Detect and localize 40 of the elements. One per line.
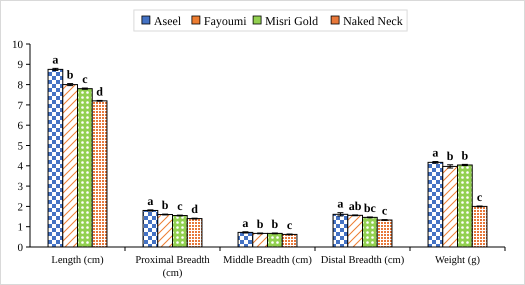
data-label: d	[96, 84, 104, 98]
data-label: c	[476, 190, 483, 204]
data-label: c	[82, 72, 88, 86]
data-label: c	[286, 218, 293, 232]
legend-label: Misri Gold	[265, 14, 318, 28]
y-tick-label: 6	[18, 120, 24, 132]
y-tick-label: 5	[18, 140, 24, 152]
data-label: a	[52, 52, 58, 66]
y-tick-label: 1	[18, 222, 23, 234]
y-tick-label: 3	[18, 180, 24, 193]
x-tick-label: Proximal Breadth (cm)	[135, 255, 210, 279]
y-tick-label: 8	[18, 79, 24, 92]
y-tick-label: 2	[18, 201, 23, 214]
y-tick-label: 9	[18, 59, 24, 72]
data-label: b	[256, 216, 264, 231]
data-label: b	[162, 198, 169, 212]
data-label: bc	[364, 200, 377, 215]
y-tick-label: 10	[12, 38, 24, 51]
data-label: a	[242, 216, 248, 230]
x-tick-label: Weight (g)	[435, 255, 480, 266]
data-label: ab	[348, 198, 362, 213]
x-tick-label: Middle Breadth (cm)	[223, 255, 312, 266]
x-tick-label: Distal Breadth (cm)	[320, 255, 405, 266]
legend-label: Naked Neck	[343, 14, 403, 28]
data-label: b	[462, 148, 469, 162]
y-tick-label: 0	[18, 242, 24, 254]
data-label: a	[432, 146, 438, 160]
data-label: a	[147, 194, 154, 208]
y-tick-label: 7	[18, 100, 24, 112]
data-label: d	[191, 202, 198, 216]
data-label: c	[177, 199, 184, 214]
data-label: b	[66, 68, 74, 82]
y-tick-label: 4	[18, 160, 24, 173]
legend-label: Aseel	[154, 14, 182, 28]
data-label: b	[446, 148, 454, 163]
legend-label: Fayoumi	[204, 14, 248, 28]
x-tick-label: Length (cm)	[51, 255, 104, 266]
data-label: b	[272, 216, 279, 231]
data-label: a	[337, 196, 344, 211]
data-label: c	[382, 204, 388, 218]
